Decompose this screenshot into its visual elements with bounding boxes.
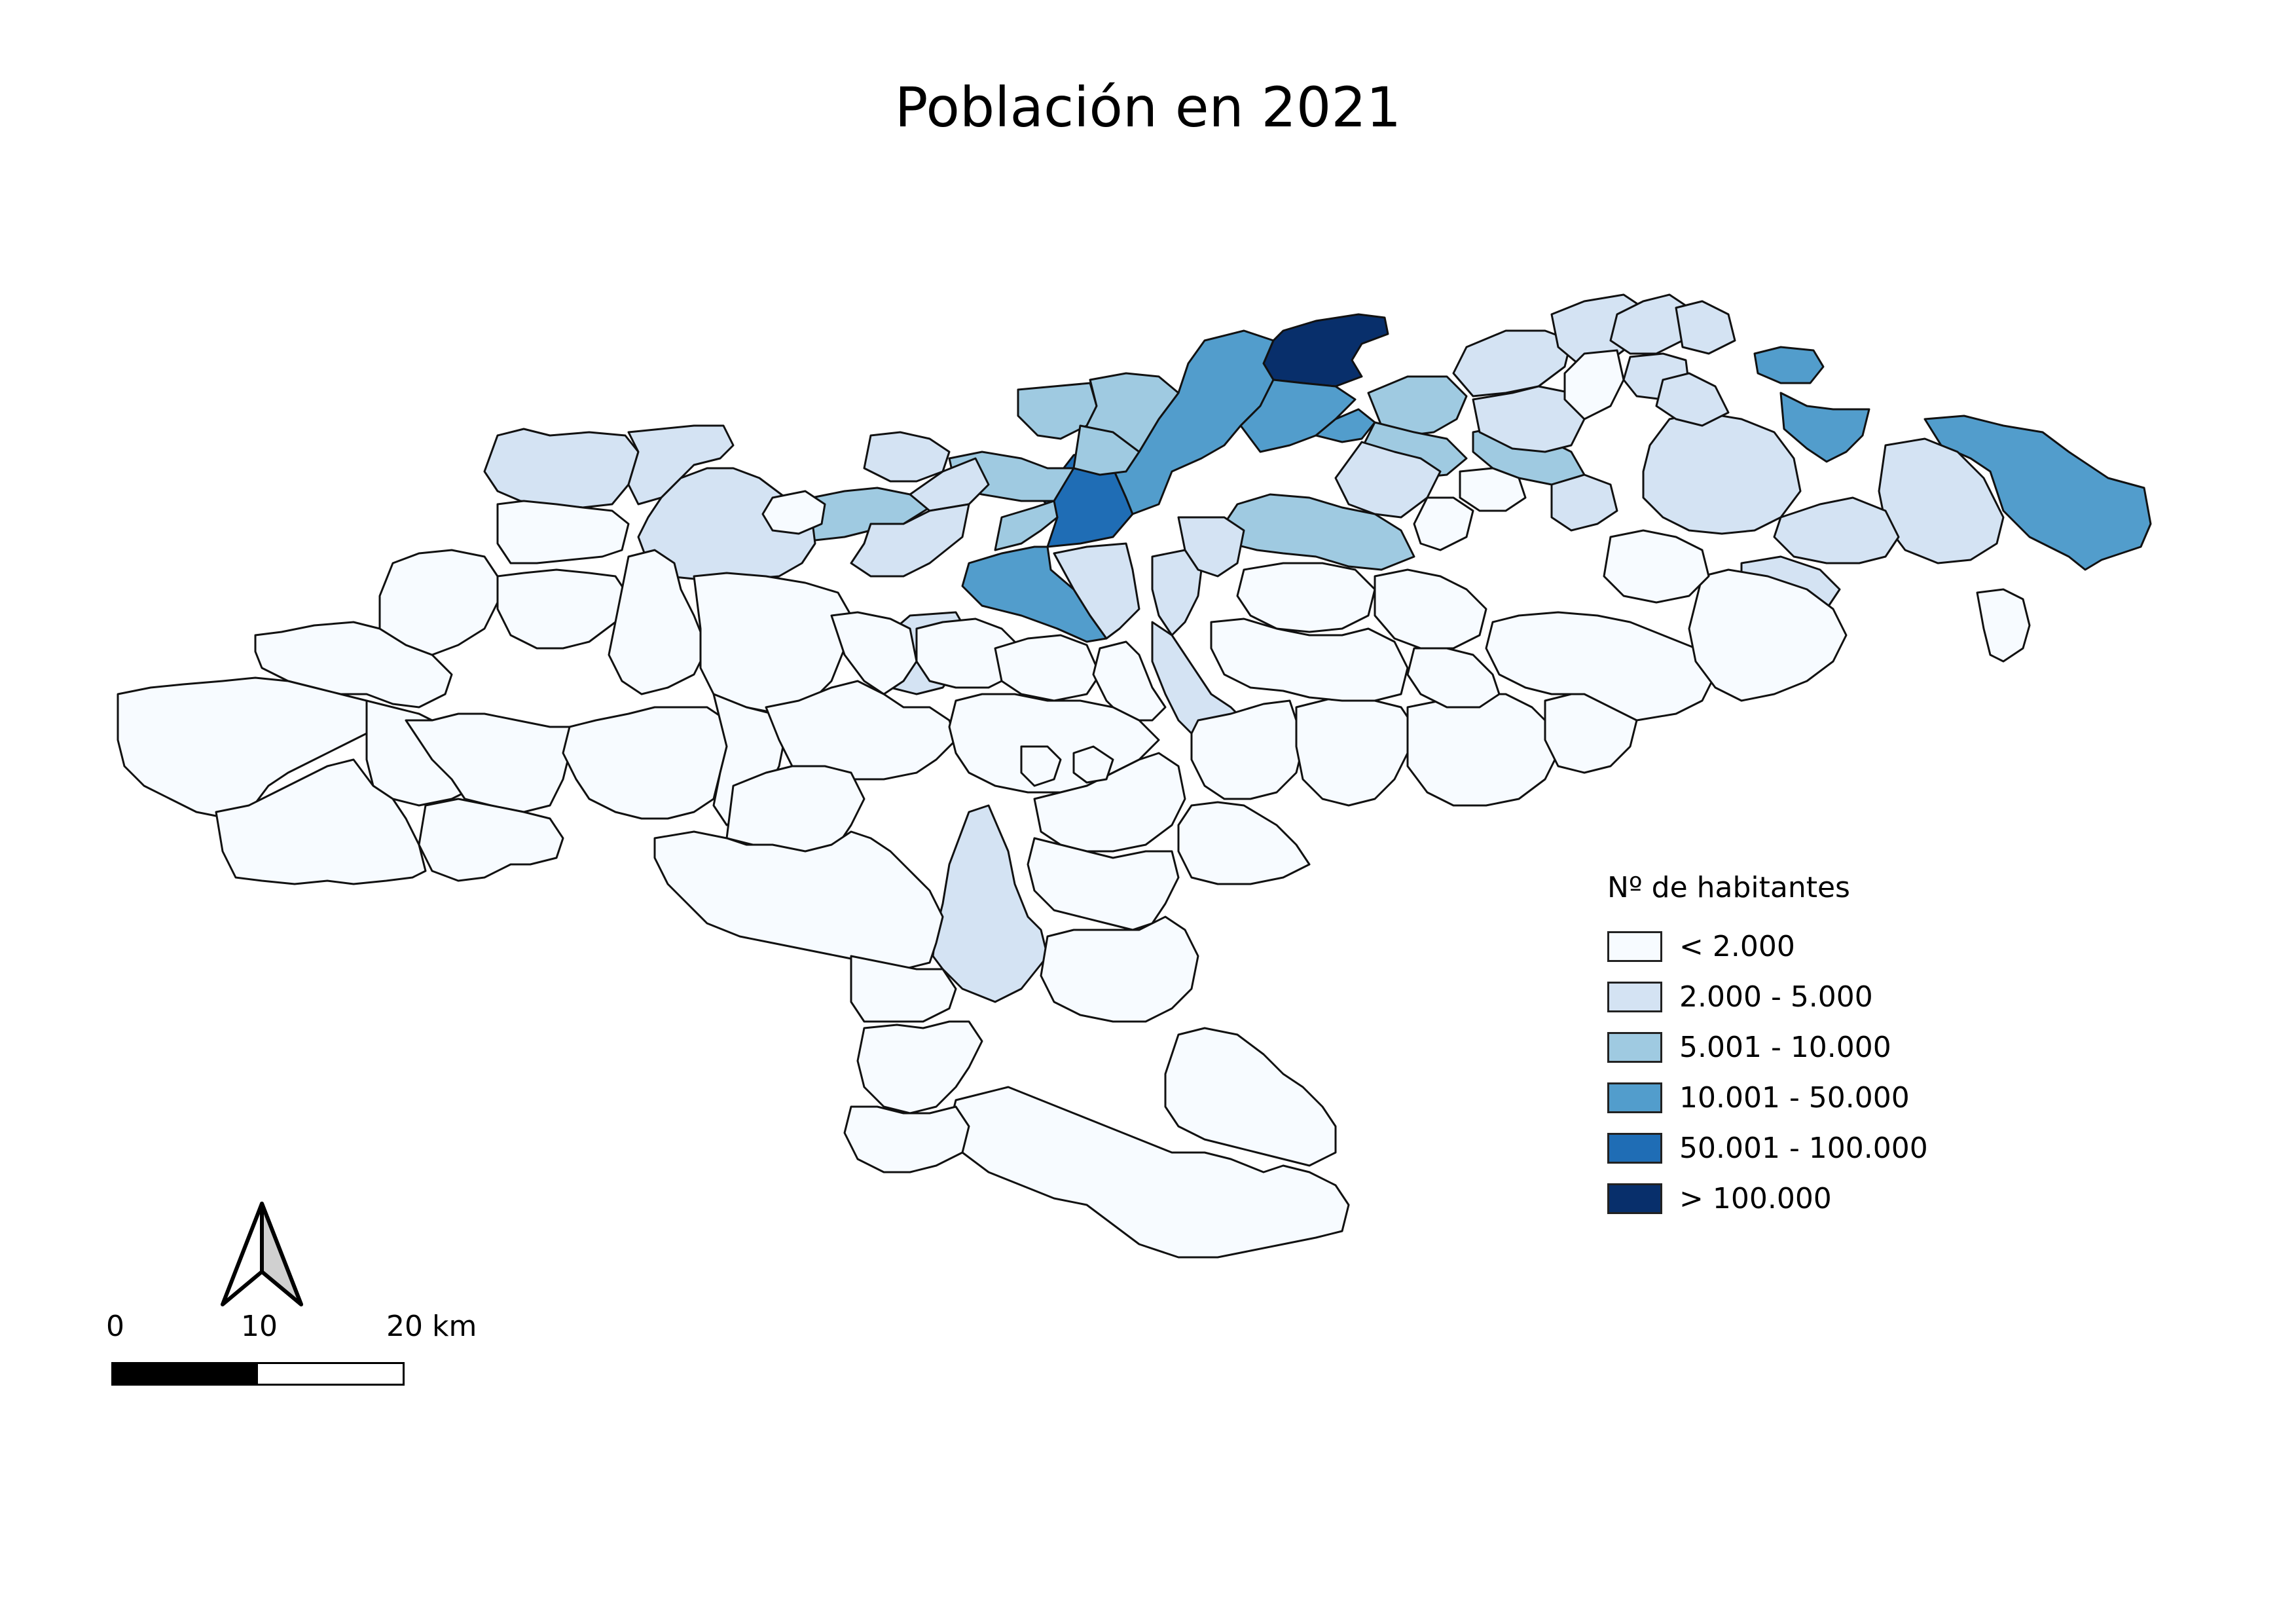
municipality-puente-viesgo — [1177, 516, 1245, 578]
municipality-anievas — [1053, 542, 1140, 640]
legend-swatch — [1607, 1032, 1662, 1063]
municipalities-layer — [117, 293, 2152, 1259]
municipality-santander — [1262, 313, 1389, 388]
scale-segment-white — [258, 1364, 403, 1384]
municipality-medio-cudeyo — [1334, 441, 1442, 519]
municipality-cartes — [994, 500, 1059, 551]
legend-swatch — [1607, 931, 1662, 962]
municipality-campoo-de-enmedio — [1027, 837, 1180, 931]
legend-swatch — [1607, 1133, 1662, 1164]
legend-item: 5.001 - 10.000 — [1607, 1022, 1928, 1073]
municipality-south-arredondo — [1040, 915, 1199, 1023]
municipality-herrerias — [496, 500, 630, 564]
municipality-pesquera — [1072, 745, 1114, 784]
municipality-soba — [1485, 611, 1717, 722]
municipality-san-miguel-de-aguayo — [1020, 745, 1062, 787]
municipality-val-de-san-vicente — [483, 428, 640, 509]
municipality-argonos — [1675, 300, 1736, 355]
municipality-valdaliga — [637, 467, 816, 581]
municipality-ruesga — [1688, 568, 1848, 702]
municipality-luena — [1190, 699, 1304, 800]
municipality-san-vicente-de-la-barquera — [627, 424, 735, 506]
municipality-north-central-1 — [761, 490, 826, 535]
municipality-bárcena-de-pie-de-concha — [1092, 640, 1167, 722]
municipality-valdeolea-sur — [843, 1105, 970, 1173]
municipality-lamason — [608, 549, 708, 695]
municipality-hermandad-campoo-de-suso — [653, 830, 944, 970]
municipality-south-east — [1164, 1027, 1337, 1167]
scale-label-20: 20 km — [386, 1310, 477, 1343]
legend-swatch — [1607, 982, 1662, 1012]
municipality-voto — [1642, 411, 1802, 535]
municipality-colindres — [1655, 372, 1730, 427]
municipality-north-east-3 — [1413, 496, 1474, 551]
municipality-potes — [418, 798, 564, 882]
municipality-santona — [1779, 392, 1870, 463]
legend-label: > 100.000 — [1679, 1182, 1832, 1215]
legend-item: > 100.000 — [1607, 1173, 1928, 1224]
municipality-mazcuerras — [850, 503, 970, 578]
map-title: Población en 2021 — [894, 75, 1402, 139]
municipality-central-east-3 — [1210, 618, 1409, 702]
municipality-central-east-2 — [1374, 568, 1487, 650]
legend: Nº de habitantes < 2.000 2.000 - 5.000 5… — [1607, 871, 1928, 1224]
municipality-polaciones — [562, 706, 728, 820]
legend-label: < 2.000 — [1679, 930, 1795, 963]
municipality-ribamontan-al-monte — [1472, 385, 1586, 453]
municipality-central-east-1 — [1236, 562, 1376, 633]
municipality-ruiloba — [693, 572, 852, 715]
municipality-north-east-2 — [1459, 467, 1527, 512]
legend-item: 10.001 - 50.000 — [1607, 1073, 1928, 1123]
municipality-east-coast-interior — [1603, 529, 1710, 604]
scale-bar-segments — [111, 1362, 405, 1386]
municipality-liendo — [1550, 473, 1618, 532]
municipality-ribamontan-al-mar — [1452, 329, 1573, 397]
legend-title: Nº de habitantes — [1607, 871, 1850, 904]
north-arrow-icon — [210, 1198, 314, 1312]
legend-label: 50.001 - 100.000 — [1679, 1132, 1928, 1165]
municipality-udias — [830, 611, 918, 695]
scale-label-10: 10 — [241, 1310, 278, 1343]
municipality-valdeprado — [856, 1020, 983, 1115]
legend-item: 2.000 - 5.000 — [1607, 972, 1928, 1022]
municipality-castro-urdiales — [1923, 415, 2152, 571]
municipality-north-east-1 — [1563, 349, 1625, 420]
municipality-los-tojos — [994, 634, 1101, 702]
municipality-valle-de-villaverde — [1976, 588, 2031, 663]
municipality-pesaguero — [378, 549, 499, 656]
municipality-valderredible — [948, 1086, 1350, 1259]
legend-item: 50.001 - 100.000 — [1607, 1123, 1928, 1173]
municipality-el-astillero — [1315, 408, 1376, 443]
municipality-penarrubia — [496, 568, 630, 650]
municipality-vega-de-liebana — [215, 758, 427, 885]
municipality-comillas — [863, 431, 951, 483]
municipality-east-valley-2 — [1406, 693, 1559, 807]
municipality-central-east-4 — [1406, 647, 1501, 709]
municipality-hermandad — [117, 676, 381, 820]
municipality-ampuero — [1773, 496, 1900, 564]
municipality-las-rozas-de-valdearroyo — [1177, 801, 1311, 885]
municipality-cabezon-de-liebana — [405, 712, 577, 813]
municipality-valdeolea — [850, 955, 957, 1023]
scale-label-0: 0 — [106, 1310, 124, 1343]
legend-swatch — [1607, 1082, 1662, 1113]
legend-label: 10.001 - 50.000 — [1679, 1081, 1910, 1115]
legend-item: < 2.000 — [1607, 921, 1928, 972]
municipality-laredo — [1753, 346, 1825, 384]
municipality-reinosa — [932, 804, 1049, 1003]
legend-label: 2.000 - 5.000 — [1679, 980, 1873, 1014]
legend-label: 5.001 - 10.000 — [1679, 1031, 1891, 1064]
scale-segment-black — [113, 1364, 258, 1384]
municipality-east-valley-1 — [1295, 693, 1415, 807]
legend-swatch — [1607, 1183, 1662, 1214]
